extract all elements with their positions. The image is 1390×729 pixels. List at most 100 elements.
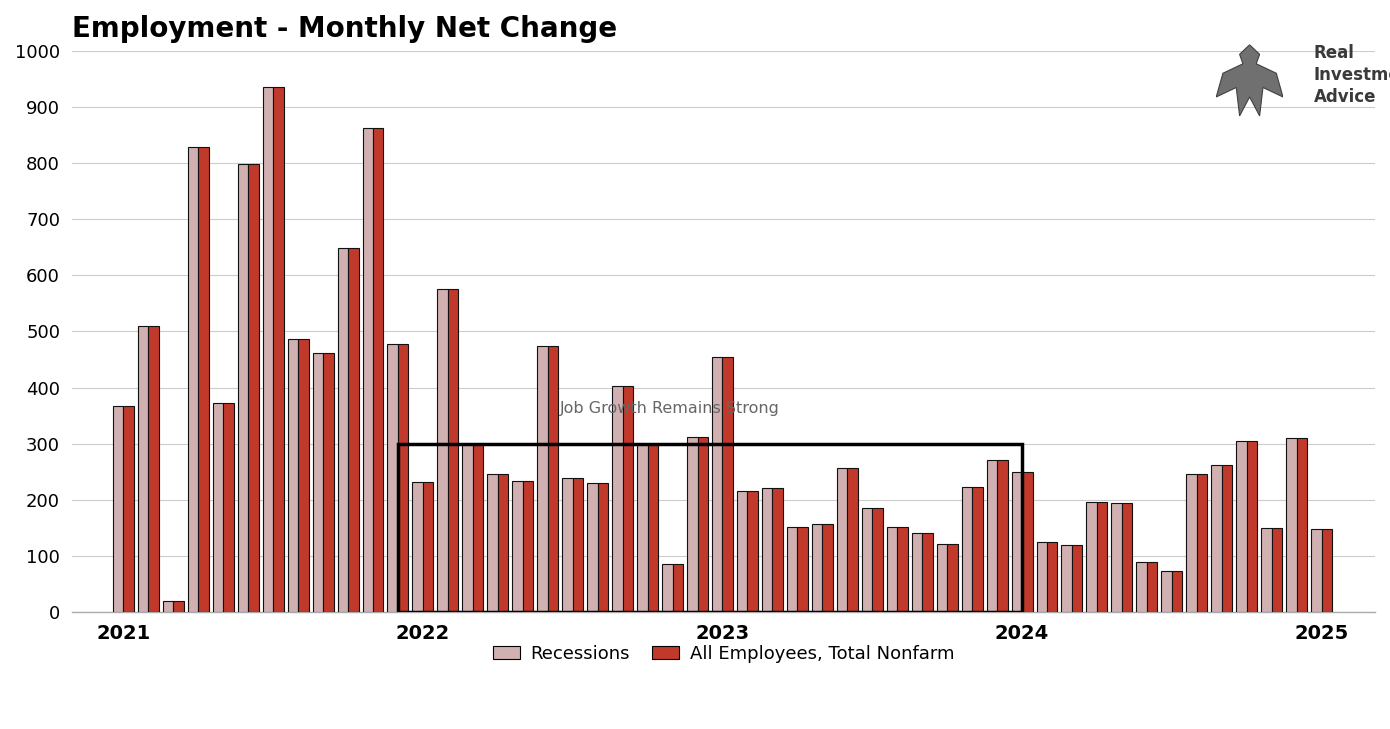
Bar — [922, 534, 933, 612]
Bar — [687, 437, 698, 612]
Bar — [1211, 465, 1222, 612]
Bar — [562, 477, 573, 612]
Bar — [673, 564, 682, 612]
Bar — [1022, 472, 1033, 612]
Bar — [598, 483, 609, 612]
Bar — [1037, 542, 1047, 612]
Bar — [213, 403, 224, 612]
Bar — [1047, 542, 1058, 612]
Bar — [823, 524, 833, 612]
Bar — [587, 483, 598, 612]
Bar — [1286, 438, 1297, 612]
Bar — [199, 147, 208, 612]
Bar — [962, 488, 972, 612]
Bar — [1247, 441, 1257, 612]
Bar — [987, 460, 997, 612]
Bar — [124, 406, 133, 612]
Bar — [997, 460, 1008, 612]
Bar — [388, 344, 398, 612]
Bar — [897, 526, 908, 612]
Bar — [473, 444, 484, 612]
Bar — [1272, 528, 1282, 612]
Bar — [612, 386, 623, 612]
Polygon shape — [1216, 45, 1283, 116]
Bar — [348, 249, 359, 612]
Bar — [1172, 571, 1183, 612]
Bar — [138, 327, 149, 612]
Bar — [1137, 562, 1147, 612]
Bar — [498, 475, 509, 612]
Legend: Recessions, All Employees, Total Nonfarm: Recessions, All Employees, Total Nonfarm — [485, 638, 962, 670]
Bar — [662, 564, 673, 612]
Bar — [937, 544, 947, 612]
Bar — [1012, 472, 1022, 612]
Text: Real
Investment
Advice: Real Investment Advice — [1314, 44, 1390, 106]
Bar — [263, 87, 272, 612]
Bar — [249, 164, 259, 612]
Bar — [1322, 529, 1332, 612]
Bar — [972, 488, 983, 612]
Bar — [1222, 465, 1232, 612]
Bar — [438, 289, 448, 612]
Bar — [748, 491, 758, 612]
Bar — [798, 526, 808, 612]
Bar — [513, 481, 523, 612]
Bar — [398, 444, 1022, 612]
Bar — [1186, 475, 1197, 612]
Bar — [1072, 545, 1083, 612]
Bar — [737, 491, 748, 612]
Bar — [1112, 502, 1122, 612]
Bar — [448, 289, 459, 612]
Bar — [313, 354, 322, 612]
Bar — [272, 87, 284, 612]
Bar — [288, 339, 297, 612]
Bar — [363, 128, 373, 612]
Bar — [848, 468, 858, 612]
Bar — [1261, 528, 1272, 612]
Bar — [1236, 441, 1247, 612]
Bar — [648, 444, 657, 612]
Bar — [413, 482, 423, 612]
Bar — [1297, 438, 1307, 612]
Bar — [873, 508, 883, 612]
Bar — [1062, 545, 1072, 612]
Bar — [398, 344, 409, 612]
Text: Employment - Monthly Net Change: Employment - Monthly Net Change — [72, 15, 617, 43]
Bar — [373, 128, 384, 612]
Bar — [174, 601, 183, 612]
Bar — [238, 164, 249, 612]
Bar — [297, 339, 309, 612]
Bar — [523, 481, 534, 612]
Bar — [224, 403, 234, 612]
Bar — [322, 354, 334, 612]
Bar — [862, 508, 873, 612]
Text: Job Growth Remains Strong: Job Growth Remains Strong — [560, 401, 780, 416]
Bar — [762, 488, 773, 612]
Bar — [149, 327, 158, 612]
Bar — [188, 147, 199, 612]
Bar — [1087, 502, 1097, 612]
Bar — [338, 249, 348, 612]
Bar — [787, 526, 798, 612]
Bar — [1097, 502, 1108, 612]
Bar — [423, 482, 434, 612]
Bar — [912, 534, 922, 612]
Bar — [488, 475, 498, 612]
Bar — [698, 437, 708, 612]
Bar — [463, 444, 473, 612]
Bar — [1311, 529, 1322, 612]
Bar — [538, 346, 548, 612]
Bar — [773, 488, 783, 612]
Bar — [723, 356, 733, 612]
Bar — [812, 524, 823, 612]
Bar — [113, 406, 124, 612]
Bar — [947, 544, 958, 612]
Bar — [573, 477, 584, 612]
Bar — [1161, 571, 1172, 612]
Bar — [712, 356, 723, 612]
Bar — [837, 468, 848, 612]
Bar — [887, 526, 897, 612]
Bar — [1122, 502, 1133, 612]
Bar — [548, 346, 559, 612]
Bar — [623, 386, 632, 612]
